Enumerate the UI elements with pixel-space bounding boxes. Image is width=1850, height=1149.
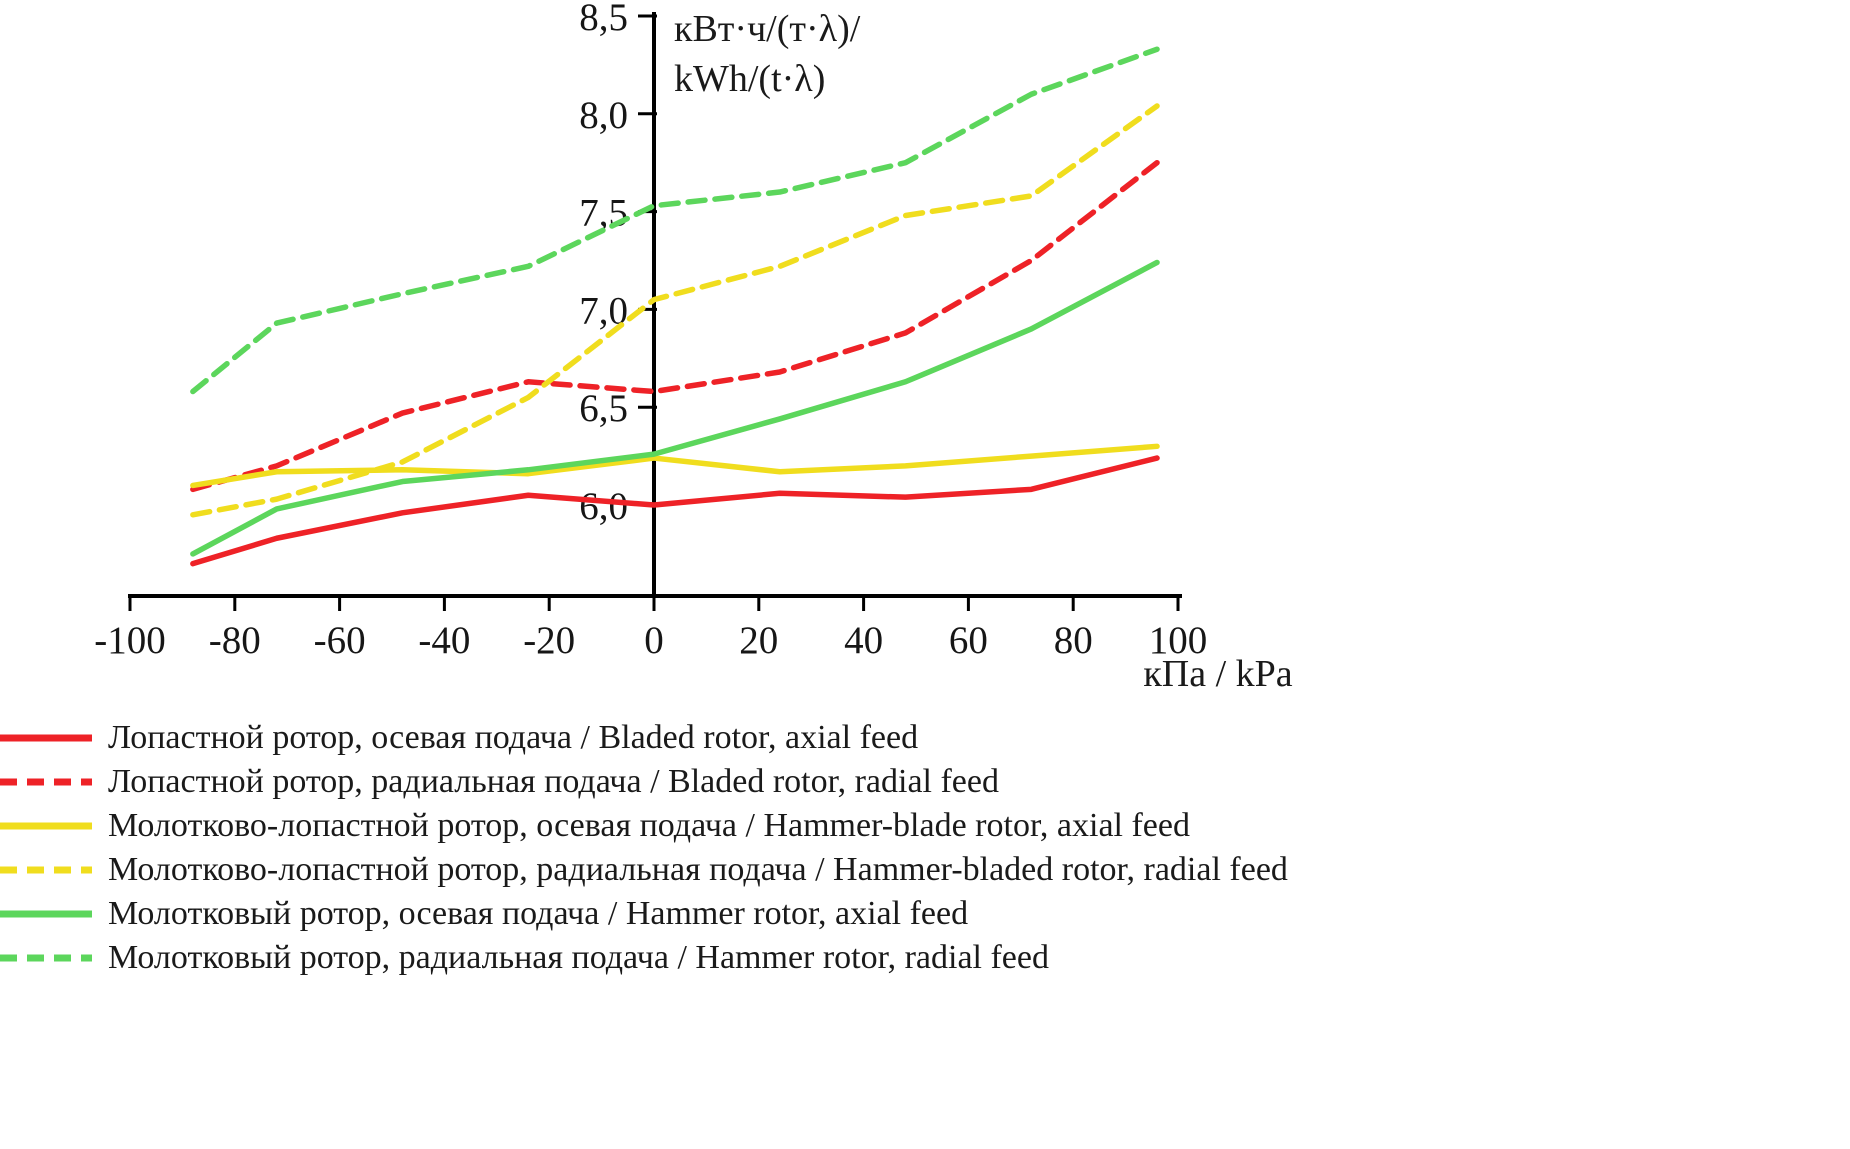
line-chart: -100 -80 -60 -40 -20 0 20 40 60 80 100 6,0 6,5 7,0 7,5…: [94, 0, 1293, 695]
series-line-2: [190, 443, 1160, 489]
legend-item: Молотковый ротор, осевая подача / Hammer…: [0, 892, 1850, 936]
series-line-4: [190, 259, 1160, 557]
series-line-5: [190, 46, 1160, 395]
y-tick-label: 6,5: [579, 387, 628, 430]
x-tick-label: -60: [314, 619, 366, 662]
legend-label: Молотково-лопастной ротор, радиальная по…: [108, 851, 1288, 888]
x-tick-label: -100: [94, 619, 166, 662]
legend-line-sample-red-dashed: [0, 775, 92, 789]
legend-line-sample-green-solid: [0, 907, 92, 921]
legend-label: Лопастной ротор, радиальная подача / Bla…: [108, 763, 999, 800]
x-tick-label: -80: [209, 619, 261, 662]
y-tick-label: 7,5: [579, 192, 628, 235]
x-tick-label: 40: [844, 619, 883, 662]
legend-label: Молотковый ротор, радиальная подача / Ha…: [108, 939, 1049, 976]
y-axis-unit-label: кВт·ч/(т·λ)/ kWh/(t·λ): [674, 4, 860, 104]
y-tick-label: 6,0: [579, 485, 628, 528]
legend-item: Лопастной ротор, осевая подача / Bladed …: [0, 716, 1850, 760]
legend-label: Молотковый ротор, осевая подача / Hammer…: [108, 895, 969, 932]
legend: Лопастной ротор, осевая подача / Bladed …: [0, 716, 1850, 980]
legend-label: Лопастной ротор, осевая подача / Bladed …: [108, 719, 919, 756]
x-tick-label: -40: [418, 619, 470, 662]
legend-item: Молотково-лопастной ротор, радиальная по…: [0, 848, 1850, 892]
chart-canvas: -100 -80 -60 -40 -20 0 20 40 60 80 1006,06,57,07,5…: [94, 0, 1208, 662]
series-line-0: [190, 455, 1160, 567]
legend-line-sample-red-solid: [0, 731, 92, 745]
series-line-1: [190, 159, 1160, 493]
legend-item: Молотковый ротор, радиальная подача / Ha…: [0, 936, 1850, 980]
legend-line-sample-yellow-dashed: [0, 863, 92, 877]
x-tick-label: 100: [1149, 619, 1208, 662]
y-tick-label: 8,0: [579, 94, 628, 137]
y-axis-unit-line1: кВт·ч/(т·λ)/: [674, 8, 861, 50]
x-axis-unit-label: кПа / kPa: [1143, 653, 1293, 695]
x-tick-label: 80: [1054, 619, 1093, 662]
x-tick-label: 0: [644, 619, 664, 662]
y-axis-unit-line2: kWh/(t·λ): [674, 58, 826, 101]
legend-label: Молотково-лопастной ротор, осевая подача…: [108, 807, 1190, 844]
x-tick-label: 60: [949, 619, 988, 662]
x-tick-label: 20: [739, 619, 778, 662]
legend-line-sample-yellow-solid: [0, 819, 92, 833]
legend-item: Лопастной ротор, радиальная подача / Bla…: [0, 760, 1850, 804]
legend-item: Молотково-лопастной ротор, осевая подача…: [0, 804, 1850, 848]
x-tick-label: -20: [523, 619, 575, 662]
legend-line-sample-green-dashed: [0, 951, 92, 965]
y-tick-label: 8,5: [579, 0, 628, 39]
series-line-3: [190, 103, 1160, 518]
